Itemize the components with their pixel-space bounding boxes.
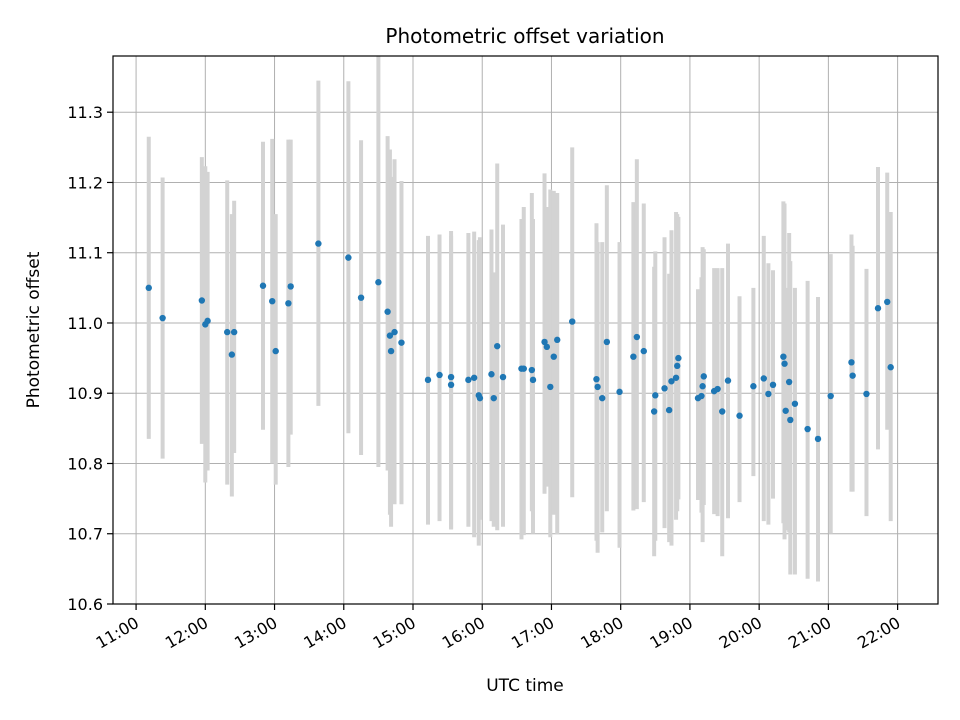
data-point [230,328,238,336]
data-point [765,390,772,398]
data-point [724,377,732,384]
data-point [780,353,787,360]
data-point [675,354,682,362]
data-point [769,381,777,388]
data-point [785,378,793,386]
data-point [652,392,659,399]
y-axis: 10.6 10.7 10.8 10.9 11.0 11.1 11.2 11.3 [67,103,113,614]
y-tick-label: 10.7 [67,525,103,544]
data-point [465,376,472,384]
data-point [528,366,536,374]
data-point [569,318,576,325]
data-point [616,388,623,396]
data-point [848,359,855,366]
data-point [386,332,394,339]
data-point [665,406,673,414]
data-point [700,373,707,380]
data-point [424,376,432,384]
data-point [145,284,152,292]
data-point [594,383,601,391]
data-point [224,328,231,336]
data-point [750,383,757,390]
data-point [541,338,548,346]
data-point [490,394,497,402]
data-point [204,317,211,325]
data-point [159,314,166,322]
data-point [630,353,637,360]
data-point [791,400,799,407]
chart-title: Photometric offset variation [385,24,664,48]
data-point [668,378,675,385]
data-point [633,333,641,341]
data-point [814,435,822,443]
data-point [650,408,658,415]
data-point [357,294,365,301]
y-tick-label: 11.0 [67,314,103,333]
data-point [874,305,882,312]
data-point [543,343,551,351]
data-point [714,385,721,393]
y-tick-label: 10.6 [67,595,103,614]
data-point [259,282,267,289]
y-tick-label: 10.9 [67,384,103,403]
data-point [398,339,405,346]
data-point [661,385,668,392]
data-point [520,365,527,372]
data-point [345,254,352,261]
data-point [470,374,478,381]
data-point [384,308,391,315]
data-point [436,371,443,379]
plot-frame [112,55,939,605]
data-point [884,298,891,306]
data-point [198,297,206,304]
data-point [827,392,834,400]
data-point [782,407,789,414]
y-tick-label: 11.3 [67,103,103,122]
data-point [736,412,743,419]
data-point [554,336,561,344]
data-point [375,279,382,286]
data-point [640,347,647,355]
data-point [488,371,495,378]
y-tick-label: 11.2 [67,173,103,192]
y-tick-label: 11.1 [67,244,103,263]
data-point [593,375,600,383]
data-point [849,372,856,379]
data-point [674,362,681,370]
data-point [315,240,322,247]
data-point [447,373,455,381]
data-point [603,338,611,346]
data-point [719,408,726,415]
data-point [863,390,870,398]
data-point [287,283,294,290]
data-point [787,416,794,424]
data-point [499,373,507,381]
data-point [447,381,455,388]
data-point [699,383,706,390]
data-point [547,383,554,391]
data-points [145,240,894,443]
data-point [698,392,705,400]
data-point [599,394,606,402]
data-point [272,347,279,355]
data-point [529,376,537,384]
data-point [760,375,767,382]
data-point [269,297,276,305]
data-point [391,328,398,336]
data-point [494,342,501,350]
y-axis-title: Photometric offset [24,251,44,408]
y-tick-label: 10.8 [67,454,103,473]
data-point [550,353,557,360]
data-point [781,360,788,367]
data-point [228,351,236,358]
data-point [804,425,811,433]
x-axis-title: UTC time [486,676,564,696]
data-point [476,394,484,402]
data-point [285,300,292,307]
data-point [387,347,395,355]
data-point [672,374,680,381]
data-point [887,364,894,371]
